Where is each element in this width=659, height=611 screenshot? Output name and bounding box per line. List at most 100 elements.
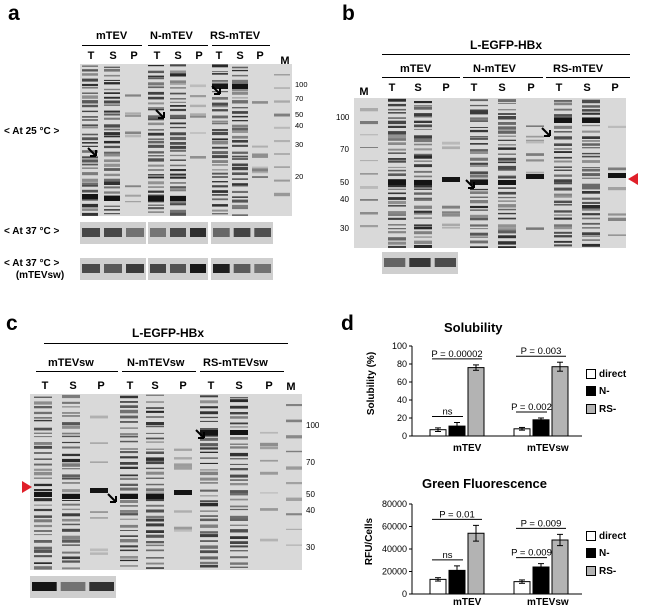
y-tick-label: 20000 — [382, 567, 407, 577]
gel-band — [104, 213, 120, 215]
gel-band — [498, 177, 516, 179]
bar — [532, 419, 550, 437]
gel-band — [200, 406, 218, 409]
gel-band — [212, 80, 228, 82]
gel-band — [498, 228, 516, 231]
y-tick-label: 40 — [397, 395, 407, 405]
gel-band — [582, 152, 600, 155]
gel-band — [174, 448, 192, 451]
gel-band — [286, 404, 302, 407]
gel-band — [148, 199, 164, 203]
gel-band — [120, 405, 138, 408]
gel-band — [34, 515, 52, 518]
strip-band — [150, 264, 166, 273]
gel-band — [252, 176, 268, 178]
gel-band — [230, 446, 248, 449]
gel-band — [170, 64, 186, 67]
gel-band — [388, 213, 406, 216]
gel-band — [498, 191, 516, 195]
gel-band — [170, 149, 186, 152]
gel-band — [90, 461, 108, 463]
gel-band — [608, 217, 626, 221]
gel-band — [232, 74, 248, 77]
gel-band — [170, 105, 186, 107]
gel-band — [148, 164, 164, 167]
gel-band — [82, 184, 98, 187]
gel-band — [252, 170, 268, 174]
gel-band — [582, 191, 600, 194]
gel-band — [230, 556, 248, 559]
strip-band — [150, 228, 166, 237]
y-tick-label: 40000 — [382, 544, 407, 554]
panel-a-group-n-mtev: N-mTEV — [150, 30, 193, 42]
gel-band — [230, 458, 248, 460]
gel-band — [34, 566, 52, 570]
gel-band — [582, 239, 600, 241]
gel-band — [200, 457, 218, 459]
gel-band — [200, 420, 218, 422]
gel-band — [146, 477, 164, 479]
panel-a-marker: 100 — [295, 80, 308, 89]
gel-band-strong — [34, 492, 52, 497]
gel-band — [388, 231, 406, 234]
gel-band — [146, 422, 164, 426]
legend-item-rs: RS- — [586, 404, 616, 415]
gel-band — [120, 433, 138, 436]
panel-c-group-line-3 — [200, 371, 284, 372]
gel-band — [232, 79, 248, 83]
gel-band — [230, 426, 248, 428]
gel-band — [120, 477, 138, 480]
gel-band — [388, 108, 406, 111]
gel-band — [82, 159, 98, 163]
gel-band — [146, 471, 164, 475]
arrow-icon — [195, 429, 205, 439]
panel-b-construct-line — [382, 54, 630, 55]
gel-band — [388, 142, 406, 145]
gel-band — [148, 118, 164, 121]
gel-band — [34, 540, 52, 543]
gel-band — [442, 205, 460, 209]
gel-band — [82, 65, 98, 67]
gel-band — [104, 145, 120, 149]
gel-band — [82, 208, 98, 211]
gel-band — [34, 530, 52, 532]
gel-band — [200, 489, 218, 492]
gel-band — [212, 115, 228, 119]
gel-band — [104, 96, 120, 99]
gel-band — [104, 178, 120, 182]
y-tick-label: 0 — [402, 431, 407, 440]
gel-band — [82, 198, 98, 201]
gel-band — [582, 160, 600, 163]
gel-band — [582, 177, 600, 179]
gel-band — [274, 126, 290, 129]
gel-band — [200, 477, 218, 481]
gel-band — [554, 204, 572, 206]
gel-band — [360, 160, 378, 162]
legend-label: RS- — [599, 404, 617, 415]
gel-band — [148, 158, 164, 162]
panel-c-marker: 70 — [306, 458, 315, 467]
strip-band — [170, 228, 186, 237]
gel-band — [582, 105, 600, 108]
gel-band — [232, 120, 248, 122]
gel-band — [62, 528, 80, 532]
gel-band-strong — [82, 194, 98, 199]
gel-band — [170, 73, 186, 77]
gel-band — [582, 227, 600, 229]
gel-band — [148, 169, 164, 171]
gel-band — [274, 74, 290, 76]
gel-band — [34, 436, 52, 438]
gel-band — [200, 565, 218, 568]
gel-band — [470, 149, 488, 152]
gel-band — [148, 107, 164, 110]
gel-band — [232, 199, 248, 203]
gel-band — [470, 191, 488, 194]
gel-band — [232, 190, 248, 193]
gel-band — [582, 140, 600, 142]
gel-band — [230, 492, 248, 496]
gel-band — [148, 186, 164, 188]
gel-band — [230, 550, 248, 552]
gel-band — [170, 122, 186, 125]
gel-band — [554, 136, 572, 140]
gel-band — [62, 415, 80, 417]
